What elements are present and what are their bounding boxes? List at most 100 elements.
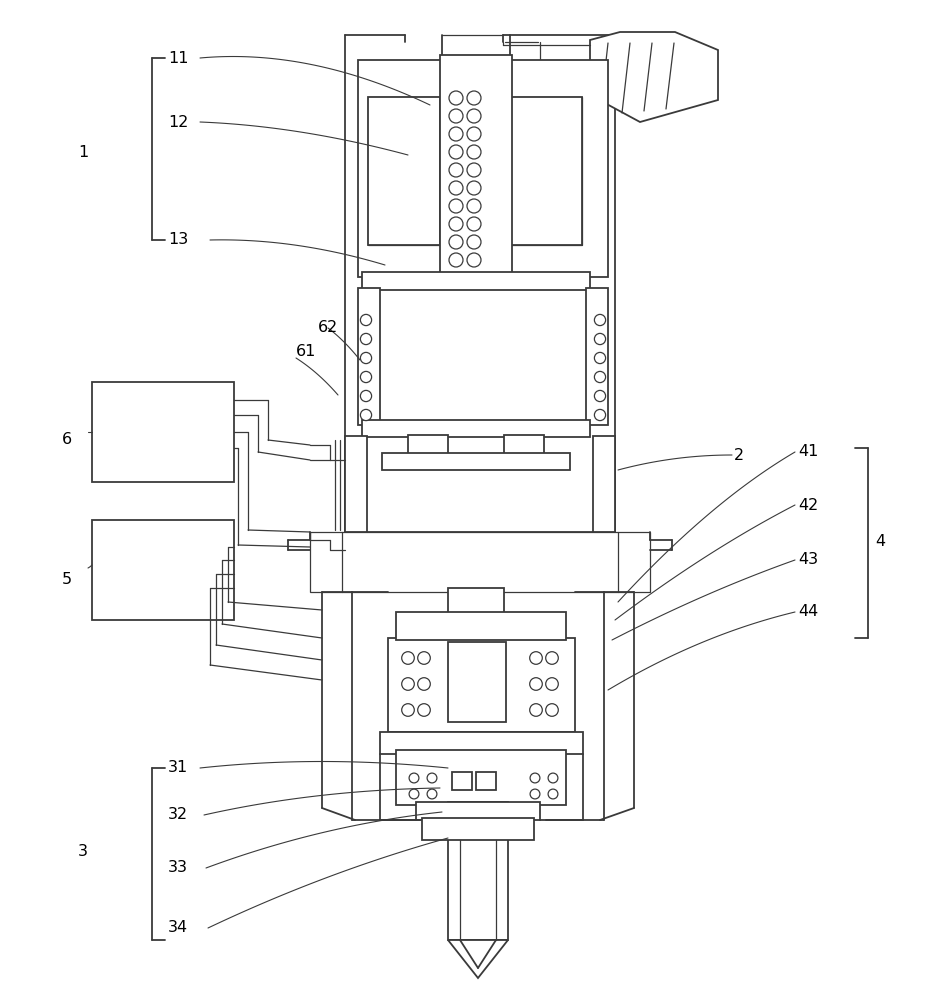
Circle shape (360, 390, 372, 402)
Bar (475, 772, 495, 790)
Bar (310, 532, 650, 592)
Circle shape (417, 652, 430, 664)
Circle shape (530, 773, 539, 783)
Circle shape (448, 217, 462, 231)
Circle shape (466, 163, 480, 177)
Circle shape (427, 789, 436, 799)
Bar (416, 802, 539, 820)
Text: 31: 31 (168, 760, 188, 776)
Text: 32: 32 (168, 807, 188, 822)
Bar (382, 453, 569, 470)
Bar (92, 382, 234, 482)
Text: 3: 3 (78, 844, 88, 859)
Bar (396, 612, 565, 640)
Circle shape (448, 181, 462, 195)
Bar (446, 551, 472, 577)
Circle shape (593, 352, 605, 364)
Circle shape (466, 181, 480, 195)
Circle shape (466, 217, 480, 231)
Polygon shape (590, 32, 717, 122)
Circle shape (466, 109, 480, 123)
Circle shape (360, 371, 372, 383)
Bar (446, 551, 472, 577)
Circle shape (466, 127, 480, 141)
Circle shape (593, 371, 605, 383)
Circle shape (448, 199, 462, 213)
Circle shape (466, 235, 480, 249)
Bar (451, 772, 472, 790)
Bar (92, 520, 234, 620)
Bar (368, 97, 440, 245)
Circle shape (529, 652, 542, 664)
Text: 11: 11 (168, 51, 188, 66)
Bar (592, 436, 614, 534)
Text: 6: 6 (62, 432, 72, 448)
Circle shape (360, 352, 372, 364)
Circle shape (593, 333, 605, 345)
Text: 1: 1 (78, 145, 88, 160)
Circle shape (360, 314, 372, 326)
Circle shape (466, 145, 480, 159)
Bar (447, 588, 504, 650)
Circle shape (466, 91, 480, 105)
Circle shape (529, 678, 542, 690)
Bar (368, 97, 440, 245)
Text: 42: 42 (797, 497, 817, 512)
Circle shape (427, 773, 436, 783)
Circle shape (402, 704, 414, 716)
Circle shape (448, 253, 462, 267)
Circle shape (448, 145, 462, 159)
Bar (585, 288, 607, 425)
Bar (564, 548, 594, 568)
Circle shape (448, 163, 462, 177)
Circle shape (545, 678, 558, 690)
Bar (344, 436, 367, 534)
Bar (509, 97, 581, 245)
Bar (388, 638, 575, 732)
Text: 34: 34 (168, 920, 188, 935)
Text: 44: 44 (797, 604, 817, 619)
Text: 2: 2 (733, 448, 743, 462)
Circle shape (548, 789, 557, 799)
Text: 12: 12 (168, 115, 188, 130)
Bar (504, 435, 544, 457)
Text: 41: 41 (797, 444, 817, 460)
Bar (361, 420, 590, 437)
Bar (361, 272, 590, 290)
Circle shape (360, 409, 372, 421)
Circle shape (593, 390, 605, 402)
Circle shape (417, 678, 430, 690)
Bar (372, 548, 402, 568)
Text: 43: 43 (797, 552, 817, 568)
Circle shape (448, 109, 462, 123)
Bar (358, 60, 607, 277)
Circle shape (417, 704, 430, 716)
Circle shape (548, 773, 557, 783)
Circle shape (448, 127, 462, 141)
Circle shape (402, 678, 414, 690)
Polygon shape (447, 940, 507, 978)
Text: 33: 33 (168, 860, 188, 876)
Circle shape (402, 652, 414, 664)
Circle shape (448, 235, 462, 249)
Circle shape (545, 652, 558, 664)
Bar (396, 750, 565, 805)
Bar (358, 288, 380, 425)
Bar (380, 732, 582, 754)
Circle shape (593, 409, 605, 421)
Text: 61: 61 (296, 344, 316, 360)
Text: 13: 13 (168, 232, 188, 247)
Circle shape (409, 789, 418, 799)
Text: 5: 5 (62, 572, 72, 587)
Circle shape (545, 704, 558, 716)
Circle shape (466, 199, 480, 213)
Circle shape (466, 253, 480, 267)
Circle shape (448, 91, 462, 105)
Bar (509, 97, 581, 245)
Circle shape (409, 773, 418, 783)
Bar (421, 818, 534, 840)
Text: 4: 4 (874, 534, 885, 550)
Circle shape (530, 789, 539, 799)
Circle shape (360, 333, 372, 345)
Bar (344, 532, 614, 550)
